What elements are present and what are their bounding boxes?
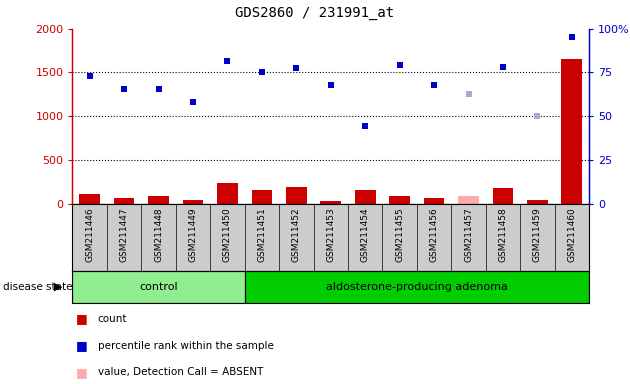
- Bar: [355, 190, 375, 204]
- Bar: [148, 196, 169, 204]
- Text: aldosterone-producing adenoma: aldosterone-producing adenoma: [326, 282, 508, 292]
- Bar: [114, 198, 134, 204]
- Bar: [244, 271, 589, 303]
- Text: control: control: [139, 282, 178, 292]
- Text: GSM211448: GSM211448: [154, 207, 163, 262]
- Text: ▶: ▶: [54, 282, 63, 292]
- Bar: [458, 196, 479, 204]
- Text: GSM211447: GSM211447: [120, 207, 129, 262]
- Text: GSM211460: GSM211460: [568, 207, 576, 262]
- Text: GSM211446: GSM211446: [85, 207, 94, 262]
- Bar: [183, 200, 203, 204]
- Text: GSM211456: GSM211456: [430, 207, 438, 262]
- Text: GDS2860 / 231991_at: GDS2860 / 231991_at: [236, 6, 394, 20]
- Bar: [72, 271, 244, 303]
- Text: GSM211457: GSM211457: [464, 207, 473, 262]
- Bar: [389, 196, 410, 204]
- Text: ■: ■: [76, 339, 88, 352]
- Text: count: count: [98, 314, 127, 324]
- Text: GSM211459: GSM211459: [533, 207, 542, 262]
- Text: GSM211451: GSM211451: [258, 207, 266, 262]
- Text: GSM211458: GSM211458: [498, 207, 507, 262]
- Text: value, Detection Call = ABSENT: value, Detection Call = ABSENT: [98, 367, 263, 377]
- Text: GSM211453: GSM211453: [326, 207, 335, 262]
- Bar: [424, 198, 444, 204]
- Bar: [321, 201, 341, 204]
- Bar: [493, 188, 513, 204]
- Text: GSM211454: GSM211454: [361, 207, 370, 262]
- Bar: [286, 187, 307, 204]
- Text: GSM211455: GSM211455: [395, 207, 404, 262]
- Bar: [561, 60, 582, 204]
- Text: GSM211450: GSM211450: [223, 207, 232, 262]
- Bar: [527, 200, 547, 204]
- Text: percentile rank within the sample: percentile rank within the sample: [98, 341, 273, 351]
- Text: ■: ■: [76, 366, 88, 379]
- Text: GSM211449: GSM211449: [188, 207, 197, 262]
- Bar: [251, 190, 272, 204]
- Text: GSM211452: GSM211452: [292, 207, 301, 262]
- Text: ■: ■: [76, 312, 88, 325]
- Bar: [217, 182, 238, 204]
- Bar: [79, 194, 100, 204]
- Text: disease state: disease state: [3, 282, 72, 292]
